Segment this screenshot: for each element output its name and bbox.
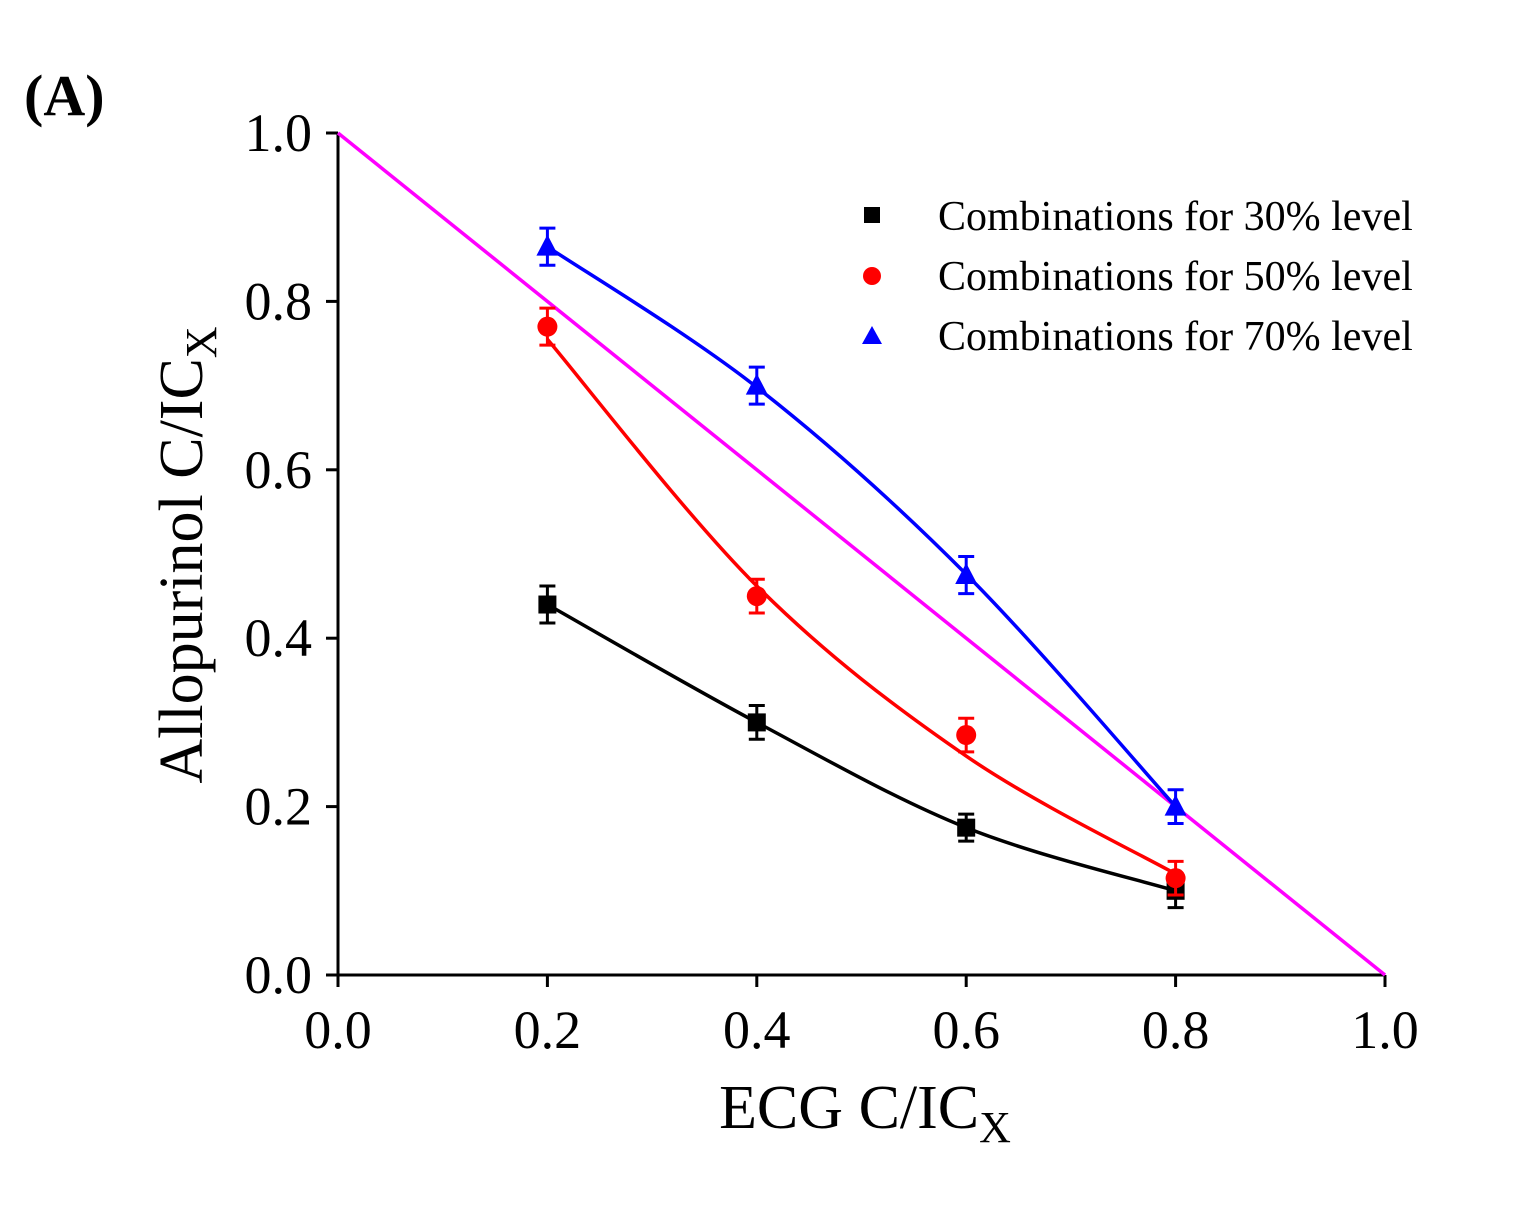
axes xyxy=(326,131,1387,987)
marker-triangle xyxy=(1164,794,1187,816)
legend-marker-triangle xyxy=(862,326,882,344)
additivity-reference-line xyxy=(336,131,1387,977)
marker-circle xyxy=(537,316,558,337)
x-tick-label: 0.2 xyxy=(514,1000,582,1060)
x-tick-label: 0.6 xyxy=(932,1000,1000,1060)
data-point-30 xyxy=(957,812,976,843)
fit-curve-70 xyxy=(546,245,1177,808)
legend-entry-70: Combinations for 70% level xyxy=(862,314,1413,360)
data-point-50 xyxy=(537,306,558,347)
legend-label-70: Combinations for 70% level xyxy=(938,314,1413,360)
fit-curves xyxy=(546,245,1177,893)
data-point-70 xyxy=(1164,788,1187,825)
legend-label-50: Combinations for 50% level xyxy=(938,254,1413,300)
data-point-30 xyxy=(747,704,766,741)
x-tick-label: 0.8 xyxy=(1142,1000,1210,1060)
marker-circle xyxy=(746,586,767,607)
marker-square xyxy=(747,713,766,732)
marker-circle xyxy=(1165,868,1186,889)
data-point-70 xyxy=(745,365,768,406)
fit-curve-50 xyxy=(546,338,1177,876)
data-points xyxy=(536,226,1187,910)
panel-label: (A) xyxy=(24,63,105,128)
marker-square xyxy=(538,595,557,614)
y-axis-title: Allopurinol C/ICX xyxy=(148,326,226,783)
x-axis-title: ECG C/ICX xyxy=(719,1074,1011,1152)
y-tick-label: 1.0 xyxy=(245,103,313,163)
data-point-50 xyxy=(956,716,977,754)
legend-marker-circle xyxy=(863,267,881,285)
marker-circle xyxy=(956,725,977,746)
data-point-70 xyxy=(536,226,559,267)
y-tick-label: 0.8 xyxy=(245,271,313,331)
data-point-70 xyxy=(955,555,978,596)
y-tick-label: 0.2 xyxy=(245,777,313,837)
marker-triangle xyxy=(745,373,768,395)
marker-triangle xyxy=(955,563,978,585)
data-point-50 xyxy=(746,577,767,615)
legend-marker-square xyxy=(864,207,880,223)
x-tick-label: 0.0 xyxy=(304,1000,372,1060)
legend-entry-30: Combinations for 30% level xyxy=(864,194,1413,240)
data-point-30 xyxy=(538,584,557,625)
fit-curve-30 xyxy=(546,602,1177,893)
tick-labels: 0.0 0.2 0.4 0.6 0.8 1.0 0.0 0.2 0.4 0.6 0.8 1.0 xyxy=(245,103,1419,1060)
x-axis-title-subscript: X xyxy=(979,1103,1011,1152)
x-tick-label: 1.0 xyxy=(1351,1000,1419,1060)
marker-triangle xyxy=(536,234,559,256)
y-tick-label: 0.4 xyxy=(245,608,313,668)
data-point-50 xyxy=(1165,859,1186,897)
y-tick-label: 0.0 xyxy=(245,945,313,1005)
marker-square xyxy=(957,818,976,837)
legend: Combinations for 30% level Combinations … xyxy=(862,194,1413,360)
legend-label-30: Combinations for 30% level xyxy=(938,194,1413,240)
x-tick-label: 0.4 xyxy=(723,1000,791,1060)
reference-line-group xyxy=(336,131,1387,977)
y-axis-title-main: Allopurinol C/IC xyxy=(148,358,216,783)
x-axis-title-main: ECG C/IC xyxy=(719,1074,979,1142)
y-axis-title-subscript: X xyxy=(177,326,226,358)
y-tick-label: 0.6 xyxy=(245,440,313,500)
legend-entry-50: Combinations for 50% level xyxy=(863,254,1413,300)
